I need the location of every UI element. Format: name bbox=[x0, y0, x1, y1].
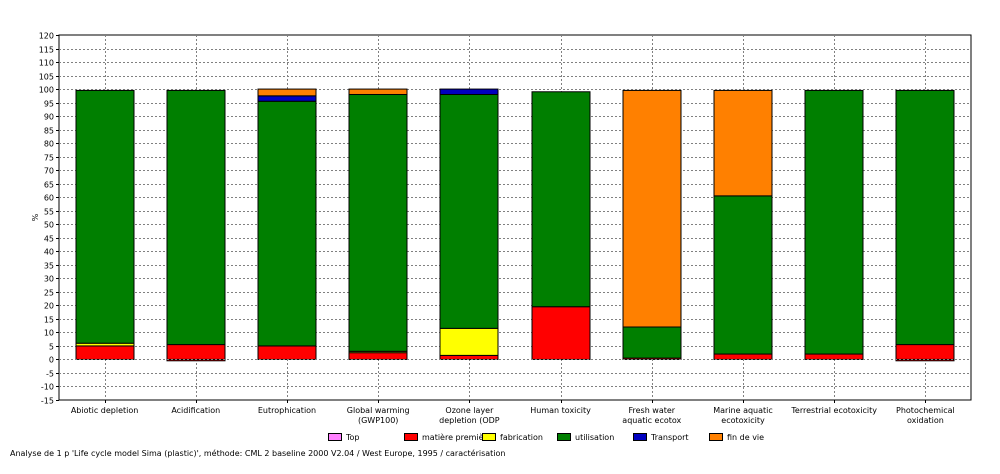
legend-item: fin de vie bbox=[709, 431, 764, 443]
x-category-label: depletion (ODP bbox=[439, 416, 500, 425]
legend-swatch bbox=[557, 433, 571, 441]
legend-item: utilisation bbox=[557, 431, 614, 443]
y-tick-label: 35 bbox=[44, 262, 54, 271]
bar-segment bbox=[895, 89, 955, 346]
y-tick-label: 10 bbox=[44, 329, 54, 338]
y-tick-label: 70 bbox=[44, 167, 54, 176]
bar-segment bbox=[439, 354, 499, 360]
x-category-label: aquatic ecotox bbox=[622, 416, 681, 425]
x-category-label: ecotoxicity bbox=[721, 416, 765, 425]
y-tick-label: 85 bbox=[44, 127, 54, 136]
y-tick-label: 75 bbox=[44, 154, 54, 163]
legend-swatch bbox=[633, 433, 647, 441]
y-tick-label: 0 bbox=[49, 356, 54, 365]
y-tick-label: 105 bbox=[39, 73, 54, 82]
bar-segment bbox=[713, 89, 773, 197]
x-category-label: Eutrophication bbox=[258, 406, 316, 415]
x-category-label: (GWP100) bbox=[358, 416, 398, 425]
legend-item: Transport bbox=[633, 431, 689, 443]
y-tick-label: 65 bbox=[44, 181, 54, 190]
tick-labels: -15 -10 -5 0 5 10 15 20 25 30 35 40 45 50 55 60 65 70 75 80… bbox=[39, 32, 955, 426]
y-tick-label: 100 bbox=[39, 86, 54, 95]
axes bbox=[56, 35, 971, 403]
bar-segment bbox=[257, 95, 317, 102]
bar-segment bbox=[531, 306, 591, 360]
y-tick-label: 5 bbox=[49, 343, 54, 352]
x-category-label: Photochemical bbox=[896, 406, 955, 415]
x-category-label: Marine aquatic bbox=[713, 406, 773, 415]
bar-segment bbox=[348, 88, 408, 95]
x-category-label: Fresh water bbox=[628, 406, 675, 415]
legend-item: fabrication bbox=[482, 431, 543, 443]
legend-label: matière première bbox=[422, 432, 492, 442]
x-category-label: Abiotic depletion bbox=[71, 406, 139, 415]
bar-segment bbox=[531, 91, 591, 308]
y-tick-label: 30 bbox=[44, 275, 54, 284]
bar-segment bbox=[348, 352, 408, 360]
bar-segment bbox=[713, 353, 773, 360]
x-category-label: Global warming bbox=[347, 406, 410, 415]
y-tick-label: 20 bbox=[44, 302, 54, 311]
y-tick-label: 115 bbox=[39, 46, 54, 55]
y-tick-label: 95 bbox=[44, 100, 54, 109]
bar-segment bbox=[439, 327, 499, 356]
y-tick-label: 15 bbox=[44, 316, 54, 325]
y-tick-label: 40 bbox=[44, 248, 54, 257]
bars bbox=[75, 88, 955, 362]
y-tick-label: 50 bbox=[44, 221, 54, 230]
bar-segment bbox=[895, 344, 955, 360]
bar-segment bbox=[439, 88, 499, 95]
legend-swatch bbox=[482, 433, 496, 441]
legend-label: Transport bbox=[651, 432, 689, 442]
legend-swatch bbox=[709, 433, 723, 441]
legend-label: utilisation bbox=[575, 432, 615, 442]
x-category-label: Human toxicity bbox=[530, 406, 591, 415]
bar-segment bbox=[713, 195, 773, 355]
x-category-label: oxidation bbox=[907, 416, 944, 425]
y-tick-label: 25 bbox=[44, 289, 54, 298]
y-tick-label: -15 bbox=[41, 397, 54, 406]
legend-swatch bbox=[328, 433, 342, 441]
legend-item: Top bbox=[328, 431, 360, 443]
legend-label: Top bbox=[346, 432, 360, 442]
bar-segment bbox=[75, 89, 135, 344]
y-tick-label: 55 bbox=[44, 208, 54, 217]
bar-segment bbox=[622, 326, 682, 359]
legend-swatch bbox=[404, 433, 418, 441]
y-tick-label: 110 bbox=[39, 59, 54, 68]
legend-item: matière première bbox=[404, 431, 492, 443]
bar-segment bbox=[257, 345, 317, 360]
bar-segment bbox=[804, 89, 864, 355]
y-tick-label: -10 bbox=[41, 383, 54, 392]
x-category-label: Acidification bbox=[171, 406, 220, 415]
chart-caption: Analyse de 1 p 'Life cycle model Sima (p… bbox=[10, 449, 506, 458]
bar-segment bbox=[257, 88, 317, 97]
x-category-label: Ozone layer bbox=[445, 406, 494, 415]
y-tick-label: 90 bbox=[44, 113, 54, 122]
y-tick-label: 80 bbox=[44, 140, 54, 149]
y-tick-label: -5 bbox=[46, 370, 54, 379]
bar-segment bbox=[166, 89, 226, 346]
bar-segment bbox=[75, 345, 135, 360]
x-category-label: Terrestrial ecotoxicity bbox=[790, 406, 877, 415]
bar-segment bbox=[257, 100, 317, 347]
y-tick-label: 45 bbox=[44, 235, 54, 244]
bar-segment bbox=[622, 89, 682, 328]
bar-segment bbox=[166, 344, 226, 360]
y-tick-label: 60 bbox=[44, 194, 54, 203]
y-axis-label: % bbox=[31, 213, 40, 221]
bar-segment bbox=[439, 93, 499, 329]
legend-label: fin de vie bbox=[727, 432, 765, 442]
y-tick-label: 120 bbox=[39, 32, 54, 41]
bar-segment bbox=[348, 93, 408, 352]
bar-segment bbox=[804, 353, 864, 360]
legend-label: fabrication bbox=[500, 432, 543, 442]
legend: Top matière première fabrication utilisatio… bbox=[0, 431, 1000, 445]
